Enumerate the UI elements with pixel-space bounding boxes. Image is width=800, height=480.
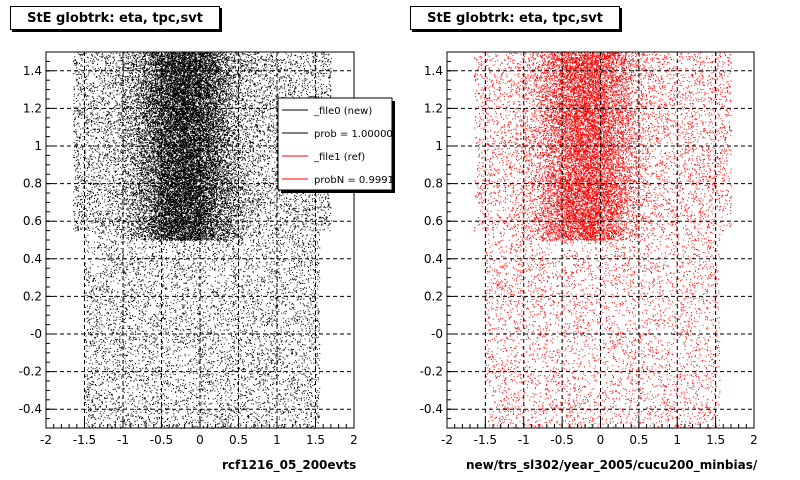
right-y-tick-label: -0 <box>431 327 443 341</box>
left-y-tick-label: -0.2 <box>19 365 42 379</box>
left-x-tick-label: 2 <box>350 433 358 447</box>
left-plot: -2 -1.5 -1 -0.5 0 0.5 1 1.5 2 -0.4 -0.2 -0 0.2 0.4 0.6… <box>19 51 358 447</box>
right-x-tick-label: -1 <box>518 433 530 447</box>
left-x-tick-label: -2 <box>40 433 52 447</box>
left-y-tick-label: 0.8 <box>23 177 42 191</box>
left-y-tick-label: 1 <box>34 139 42 153</box>
right-y-tick-label: -0.2 <box>420 365 443 379</box>
left-y-tick-label: 1.4 <box>23 64 42 78</box>
legend-label: _file1 (ref) <box>313 152 365 163</box>
right-x-tick-label: 1.5 <box>706 433 725 447</box>
left-x-tick-label: -1 <box>117 433 129 447</box>
right-y-tick-label: 1 <box>435 139 443 153</box>
right-y-tick-label: 1.4 <box>424 64 443 78</box>
right-plot-title: StE globtrk: eta, tpc,svt <box>410 6 620 30</box>
right-y-tick-label: -0.4 <box>420 402 443 416</box>
right-x-tick-label: -0.5 <box>550 433 573 447</box>
left-y-tick-label: 1.2 <box>23 101 42 115</box>
left-x-tick-label: 1 <box>273 433 281 447</box>
right-x-tick-label: 0 <box>597 433 605 447</box>
right-y-tick-label: 0.8 <box>424 177 443 191</box>
left-y-tick-label: 0.4 <box>23 252 42 266</box>
left-x-axis-label: rcf1216_05_200evts <box>222 458 357 472</box>
legend: _file0 (new) prob = 1.000000 _file1 (ref) p… <box>277 97 407 193</box>
right-x-tick-label: 2 <box>750 433 758 447</box>
left-x-tick-label: -0.5 <box>150 433 173 447</box>
legend-label: prob = 1.000000 <box>314 129 399 140</box>
left-x-tick-label: 0 <box>196 433 204 447</box>
legend-box <box>277 97 393 191</box>
right-y-tick-label: 0.4 <box>424 252 443 266</box>
right-y-tick-label: 0.2 <box>424 289 443 303</box>
right-y-tick-label: 0.6 <box>424 214 443 228</box>
right-x-tick-label: 0.5 <box>629 433 648 447</box>
legend-label: probN = 0.999171 <box>314 175 407 186</box>
left-y-tick-label: 0.2 <box>23 289 42 303</box>
right-x-tick-label: 1 <box>673 433 681 447</box>
right-y-tick-label: 1.2 <box>424 101 443 115</box>
legend-label: _file0 (new) <box>313 106 372 117</box>
left-y-tick-label: 0.6 <box>23 214 42 228</box>
left-x-tick-label: 1.5 <box>306 433 325 447</box>
legend-entries: _file0 (new) prob = 1.000000 _file1 (ref) p… <box>282 106 407 186</box>
left-plot-title: StE globtrk: eta, tpc,svt <box>10 6 220 30</box>
left-y-tick-label: -0.4 <box>19 402 42 416</box>
right-plot: -2 -1.5 -1 -0.5 0 0.5 1 1.5 2 -0.4 -0.2 -0 0.2 0.4 0.6… <box>420 51 758 447</box>
left-x-tick-label: 0.5 <box>229 433 248 447</box>
right-x-tick-label: -2 <box>441 433 453 447</box>
left-y-tick-label: -0 <box>30 327 42 341</box>
right-x-tick-label: -1.5 <box>474 433 497 447</box>
left-x-tick-label: -1.5 <box>73 433 96 447</box>
right-x-axis-label: new/trs_sl302/year_2005/cucu200_minbias/ <box>466 458 758 472</box>
